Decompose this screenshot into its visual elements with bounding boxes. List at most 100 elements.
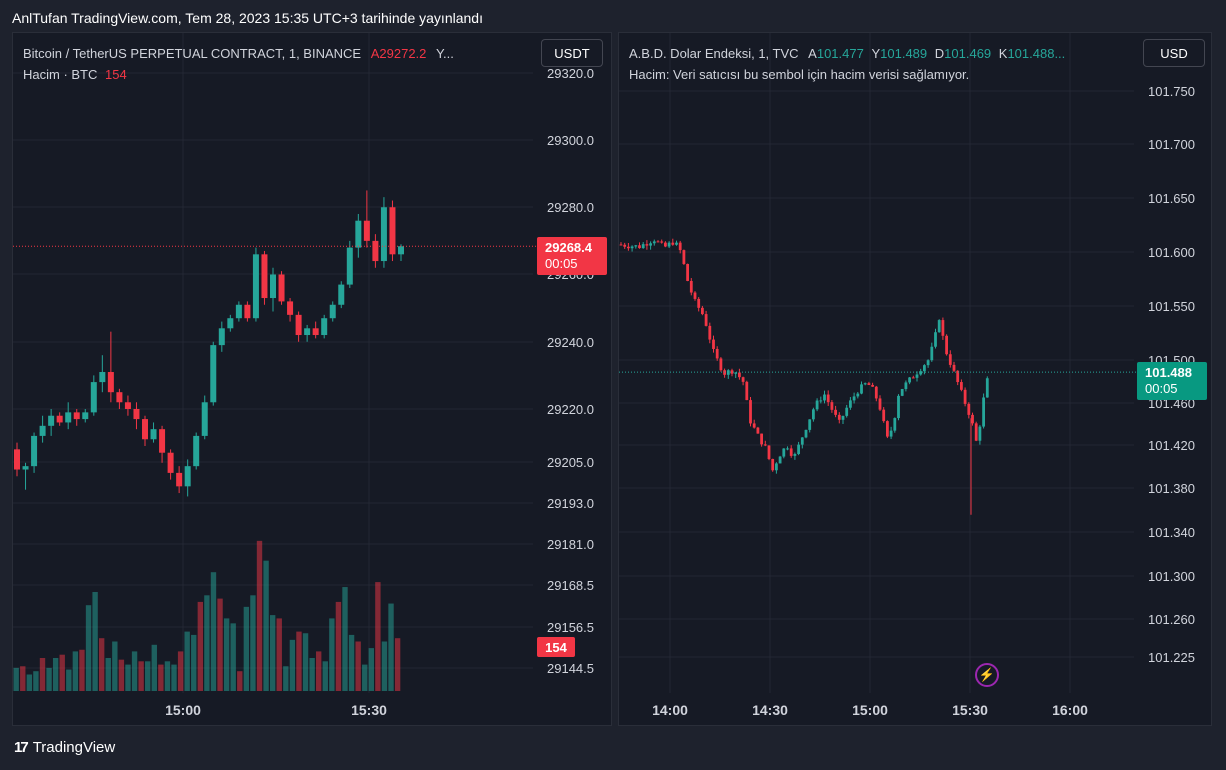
candle-body <box>278 274 285 302</box>
volume-bar <box>79 649 85 691</box>
usdt-currency-button[interactable]: USDT <box>541 39 603 67</box>
volume-bar <box>237 671 243 691</box>
candle-body <box>897 395 900 419</box>
price-axis-label: 29181.0 <box>547 537 594 552</box>
candle-body <box>738 372 741 378</box>
bitcoin-ohlc-more: Y... <box>436 46 454 61</box>
volume-bar <box>223 618 230 691</box>
dxy-candlestick-chart[interactable]: 101.750101.700101.650101.600101.550101.5… <box>619 33 1212 726</box>
price-axis-label: 101.750 <box>1148 84 1195 99</box>
candle-body <box>889 430 893 437</box>
dxy-chart-panel[interactable]: 101.750 101.700 101.650 101.600 101.550 101.5… <box>618 32 1212 726</box>
volume-bar <box>164 661 171 691</box>
candle-body <box>719 358 723 371</box>
dxy-symbol-title[interactable]: A.B.D. Dolar Endeksi, 1, TVC <box>629 46 799 61</box>
candle-body <box>227 318 234 329</box>
candle-body <box>756 427 760 434</box>
volume-bar <box>210 572 217 691</box>
candle-body <box>398 246 404 255</box>
candle-body <box>882 409 886 422</box>
dxy-open-label: A <box>808 46 817 61</box>
candle-body <box>14 449 20 470</box>
volume-bar <box>309 658 315 691</box>
volume-bar <box>158 664 164 691</box>
candle-body <box>845 407 849 416</box>
time-axis-label: 14:30 <box>752 702 788 718</box>
dxy-symbol-legend[interactable]: A.B.D. Dolar Endeksi, 1, TVC A101.477 Y1… <box>629 46 1065 61</box>
candle-body <box>619 244 623 246</box>
candle-body <box>804 429 808 438</box>
bitcoin-candlestick-chart[interactable]: 29320.029300.029280.029260.029240.029220… <box>13 33 612 726</box>
volume-bar <box>302 633 309 691</box>
candle-body <box>652 241 656 244</box>
bitcoin-ohlc-open-value: 29272.2 <box>379 46 427 61</box>
bitcoin-chart-panel[interactable]: 29320.029300.029280.029260.029240.029220… <box>12 32 612 726</box>
candle-body <box>985 378 989 398</box>
candle-body <box>919 371 923 375</box>
candle-body <box>193 435 200 467</box>
volume-bar <box>388 603 394 691</box>
candle-body <box>312 328 319 336</box>
candle-body <box>974 423 978 441</box>
candle-body <box>295 314 302 336</box>
candle-body <box>701 307 704 315</box>
time-axis-label: 15:00 <box>852 702 888 718</box>
candle-body <box>641 244 645 249</box>
candle-body <box>911 377 915 379</box>
volume-bar <box>348 634 355 691</box>
bitcoin-symbol-title[interactable]: Bitcoin / TetherUS PERPETUAL CONTRACT, 1… <box>23 46 362 61</box>
bitcoin-volume-legend[interactable]: Hacim · BTC 154 <box>23 67 127 82</box>
candle-body <box>304 328 311 336</box>
candle-body <box>937 320 941 333</box>
price-axis-label: 101.650 <box>1148 191 1195 206</box>
candle-body <box>712 339 715 349</box>
dxy-close-value: 101.488... <box>1007 46 1066 61</box>
volume-bar <box>59 654 65 691</box>
footer-brand-name: TradingView <box>32 739 116 756</box>
bitcoin-volume-tag: 154 <box>537 637 575 657</box>
bitcoin-volume-value: 154 <box>105 67 127 82</box>
dxy-last-price: 101.488 <box>1145 365 1192 380</box>
volume-bar <box>184 631 190 691</box>
candle-body <box>982 397 985 427</box>
candle-body <box>852 396 856 401</box>
candle-body <box>99 372 106 383</box>
candle-body <box>39 425 46 436</box>
usd-currency-button[interactable]: USD <box>1143 39 1205 67</box>
candle-body <box>956 370 960 383</box>
candle-body <box>107 372 114 393</box>
volume-bar <box>125 664 131 691</box>
candle-body <box>960 382 963 390</box>
price-axis-label: 101.380 <box>1148 481 1195 496</box>
candle-body <box>819 400 823 402</box>
candle-body <box>926 360 930 366</box>
candle-body <box>355 220 362 248</box>
footer-brand[interactable]: 17 TradingView <box>14 739 115 756</box>
volume-bar <box>256 540 263 691</box>
bitcoin-symbol-legend[interactable]: Bitcoin / TetherUS PERPETUAL CONTRACT, 1… <box>23 46 454 61</box>
candle-body <box>124 402 131 409</box>
candle-body <box>763 444 767 446</box>
candle-body <box>270 274 276 299</box>
candle-body <box>726 370 730 375</box>
candle-body <box>800 437 804 445</box>
lightning-icon[interactable]: ⚡ <box>975 663 999 687</box>
candle-body <box>830 402 834 410</box>
candle-body <box>22 466 29 470</box>
candle-body <box>90 382 97 413</box>
candle-body <box>389 207 396 255</box>
price-axis-label: 29240.0 <box>547 335 594 350</box>
candle-body <box>649 243 652 246</box>
candle-body <box>941 320 945 336</box>
volume-bar <box>46 667 52 691</box>
candle-body <box>823 394 826 401</box>
candle-body <box>133 409 140 420</box>
candle-body <box>623 244 627 247</box>
candle-body <box>675 242 678 245</box>
candle-body <box>73 412 80 420</box>
candle-body <box>963 389 967 404</box>
candle-body <box>760 433 763 445</box>
price-axis-label: 101.340 <box>1148 525 1195 540</box>
volume-bar <box>13 667 19 691</box>
volume-bar <box>362 664 368 691</box>
